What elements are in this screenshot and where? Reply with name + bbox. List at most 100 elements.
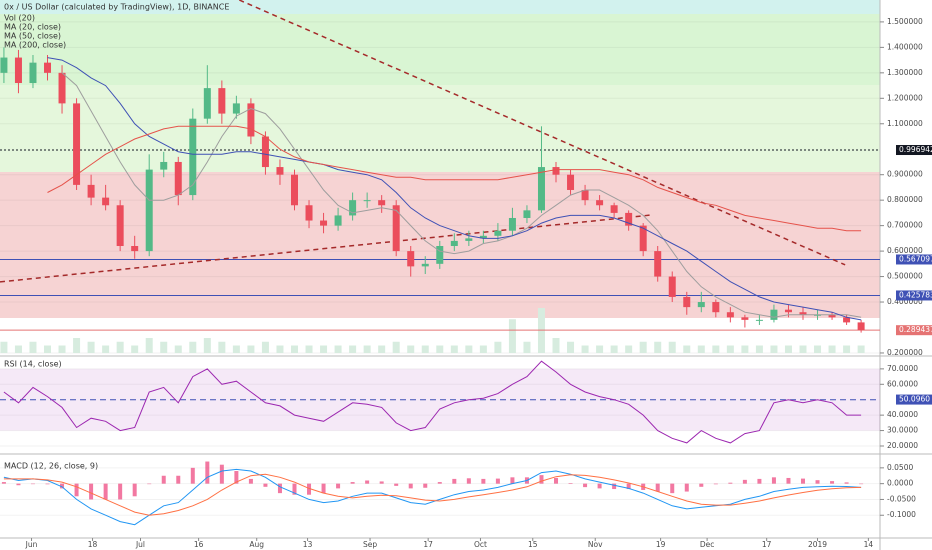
macd-histogram bbox=[554, 477, 559, 484]
level-box bbox=[896, 145, 932, 156]
volume-bar bbox=[683, 345, 691, 353]
candle-body bbox=[479, 235, 487, 239]
candle-body bbox=[392, 205, 400, 252]
volume-bar bbox=[58, 345, 66, 353]
macd-histogram bbox=[394, 483, 399, 486]
volume-bar bbox=[29, 341, 37, 353]
candle-body bbox=[290, 174, 298, 206]
x-tick-label: 17 bbox=[762, 540, 772, 549]
x-tick-label: Oct bbox=[474, 540, 487, 549]
macd-histogram bbox=[132, 483, 137, 497]
y-tick-label: 1.500000 bbox=[887, 17, 923, 26]
y-tick-label: 0.800000 bbox=[887, 195, 923, 204]
macd-histogram bbox=[190, 467, 195, 484]
macd-histogram bbox=[742, 479, 747, 484]
volume-bar bbox=[116, 341, 124, 353]
macd-histogram bbox=[844, 482, 849, 484]
zone bbox=[0, 85, 880, 172]
candle-body bbox=[276, 167, 284, 175]
volume-bar bbox=[189, 341, 197, 353]
macd-histogram bbox=[612, 483, 617, 490]
y-tick-label: -0.0500 bbox=[887, 494, 916, 503]
volume-bar bbox=[523, 341, 531, 353]
macd-histogram bbox=[771, 477, 776, 484]
macd-histogram bbox=[830, 481, 835, 484]
volume-bar bbox=[0, 341, 8, 353]
volume-bar bbox=[349, 345, 357, 353]
candle-body bbox=[189, 118, 197, 196]
macd-histogram bbox=[45, 483, 50, 485]
volume-bar bbox=[814, 345, 822, 353]
volume-bar bbox=[596, 345, 604, 353]
y-tick-label: 1.200000 bbox=[887, 93, 923, 102]
macd-histogram bbox=[379, 481, 384, 484]
volume-bar bbox=[697, 345, 705, 353]
volume-bar bbox=[261, 341, 269, 353]
level-label: 0.425783 bbox=[899, 290, 932, 299]
moving-average bbox=[47, 57, 862, 321]
x-tick-label: 14 bbox=[864, 540, 874, 549]
volume-bar bbox=[102, 345, 110, 353]
x-tick-label: Sep bbox=[363, 540, 377, 549]
indicator-label: MA (50, close) bbox=[4, 32, 61, 41]
y-tick-label: 0.600000 bbox=[887, 246, 923, 255]
macd-histogram bbox=[30, 483, 35, 485]
candle-body bbox=[537, 167, 545, 211]
macd-histogram bbox=[103, 483, 108, 500]
candle-body bbox=[102, 197, 110, 206]
rsi-box bbox=[896, 394, 932, 405]
volume-bar bbox=[203, 338, 211, 353]
level-box bbox=[896, 325, 932, 336]
candle-body bbox=[712, 302, 720, 313]
volume-bar bbox=[639, 341, 647, 353]
macd-histogram bbox=[481, 478, 486, 484]
volume-bar bbox=[320, 345, 328, 353]
volume-bar bbox=[479, 345, 487, 353]
indicator-label: MA (20, close) bbox=[4, 23, 61, 32]
y-tick-label: 0.200000 bbox=[887, 348, 923, 357]
volume-bar bbox=[712, 345, 720, 353]
candle-body bbox=[465, 238, 473, 241]
candle-body bbox=[741, 317, 749, 320]
macd-histogram bbox=[495, 478, 500, 484]
x-tick-label: Aug bbox=[249, 540, 264, 549]
volume-bar bbox=[44, 345, 52, 353]
volume-bar bbox=[73, 338, 81, 353]
x-tick-label: 15 bbox=[528, 540, 538, 549]
candle-body bbox=[508, 217, 516, 231]
x-tick-label: Dec bbox=[700, 540, 715, 549]
y-tick-label: 0.400000 bbox=[887, 297, 923, 306]
x-tick-label: Jun bbox=[25, 540, 38, 549]
candle-body bbox=[160, 161, 168, 170]
y-tick-label: 1.100000 bbox=[887, 119, 923, 128]
macd-histogram bbox=[655, 483, 660, 492]
volume-bar bbox=[436, 345, 444, 353]
macd-histogram bbox=[699, 483, 704, 487]
volume-bar bbox=[334, 345, 342, 353]
candle-body bbox=[596, 200, 604, 206]
macd-histogram bbox=[597, 483, 602, 489]
volume-bar bbox=[726, 345, 734, 353]
macd-histogram bbox=[800, 478, 805, 484]
x-tick-label: Jul bbox=[135, 540, 145, 549]
y-tick-label: 0.900000 bbox=[887, 170, 923, 179]
volume-bar bbox=[14, 345, 22, 353]
macd-histogram bbox=[277, 483, 282, 494]
trendline bbox=[238, 0, 846, 266]
candle-body bbox=[363, 200, 371, 202]
volume-bar bbox=[668, 341, 676, 353]
x-tick-label: 17 bbox=[423, 540, 433, 549]
macd-histogram bbox=[60, 483, 65, 489]
volume-bar bbox=[741, 345, 749, 353]
x-tick-label: Nov bbox=[588, 540, 603, 549]
candle-body bbox=[523, 210, 531, 218]
x-tick-label: 2019 bbox=[808, 540, 827, 549]
candle-body bbox=[0, 57, 8, 73]
volume-bar bbox=[218, 341, 226, 353]
macd-histogram bbox=[684, 483, 689, 492]
volume-bar bbox=[843, 345, 851, 353]
candle-body bbox=[58, 72, 66, 104]
candle-body bbox=[436, 246, 444, 264]
volume-bar bbox=[276, 345, 284, 353]
volume-bar bbox=[305, 345, 313, 353]
